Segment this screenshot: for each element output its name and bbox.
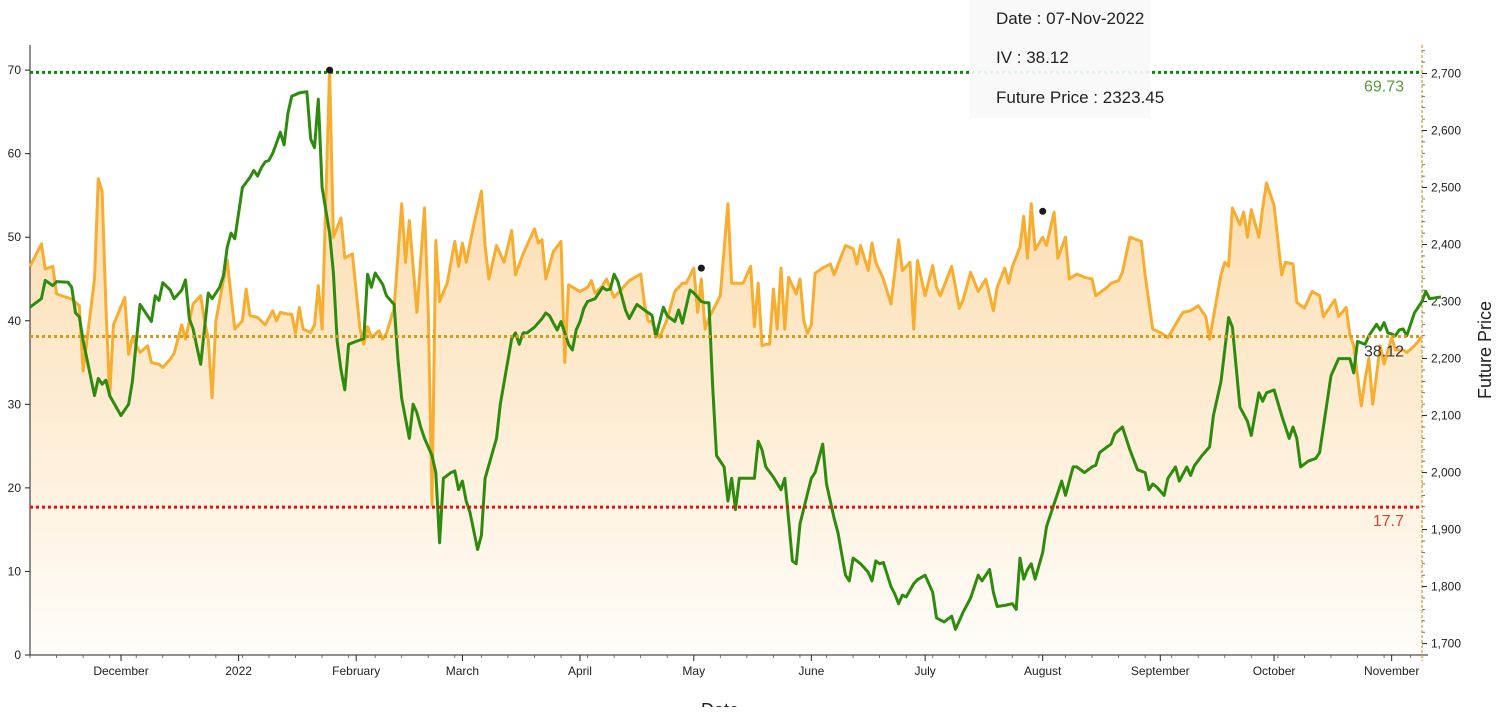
x-tick-label-august: August	[1024, 664, 1062, 678]
y2-tick-label-2400: 2,400	[1431, 238, 1461, 252]
x-tick-label-june: June	[798, 664, 824, 678]
x-axis-title: Date	[701, 700, 739, 707]
future-price-line	[29, 90, 1442, 631]
tooltip-iv: IV : 38.12	[996, 48, 1069, 67]
y2-axis-title: Future Price	[1475, 301, 1495, 399]
iv-line	[28, 68, 1424, 507]
y-tick-label-70: 70	[8, 63, 22, 77]
y2-tick-label-1700: 1,700	[1431, 637, 1461, 651]
current-iv-label: 38.12	[1364, 343, 1404, 360]
x-tick-label-october: October	[1253, 664, 1296, 678]
y-tick-label-10: 10	[8, 564, 22, 578]
x-tick-label-february: February	[332, 664, 380, 678]
peak-marker	[697, 264, 705, 272]
high-iv-label: 69.73	[1364, 78, 1404, 95]
x-tick-label-november: November	[1364, 664, 1419, 678]
y-tick-label-50: 50	[8, 230, 22, 244]
y2-tick-label-2700: 2,700	[1431, 67, 1461, 81]
tooltip-date: Date : 07-Nov-2022	[996, 9, 1145, 28]
y2-tick-label-1800: 1,800	[1431, 580, 1461, 594]
x-tick-label-april: April	[568, 664, 592, 678]
y2-tick-label-2000: 2,000	[1431, 466, 1461, 480]
iv-area	[30, 70, 1422, 656]
x-tick-label-2022: 2022	[225, 664, 252, 678]
x-tick-label-december: December	[93, 664, 148, 678]
tooltip-future-price: Future Price : 2323.45	[996, 88, 1165, 107]
peak-marker	[1039, 207, 1047, 215]
y2-tick-label-2600: 2,600	[1431, 124, 1461, 138]
y-tick-label-60: 60	[8, 147, 22, 161]
y2-tick-label-2500: 2,500	[1431, 181, 1461, 195]
x-tick-label-may: May	[682, 664, 705, 678]
y-tick-label-0: 0	[14, 648, 21, 662]
y2-tick-label-2200: 2,200	[1431, 352, 1461, 366]
low-iv-label: 17.7	[1373, 513, 1404, 530]
y2-tick-label-1900: 1,900	[1431, 523, 1461, 537]
y-tick-label-30: 30	[8, 397, 22, 411]
y-tick-label-20: 20	[8, 481, 22, 495]
y2-tick-label-2100: 2,100	[1431, 409, 1461, 423]
x-tick-label-september: September	[1131, 664, 1190, 678]
y-tick-label-40: 40	[8, 314, 22, 328]
peak-marker	[326, 66, 334, 74]
hover-tooltip: Date : 07-Nov-2022 IV : 38.12 Future Pri…	[970, 0, 1164, 118]
x-tick-label-march: March	[446, 664, 479, 678]
x-tick-label-july: July	[914, 664, 935, 678]
